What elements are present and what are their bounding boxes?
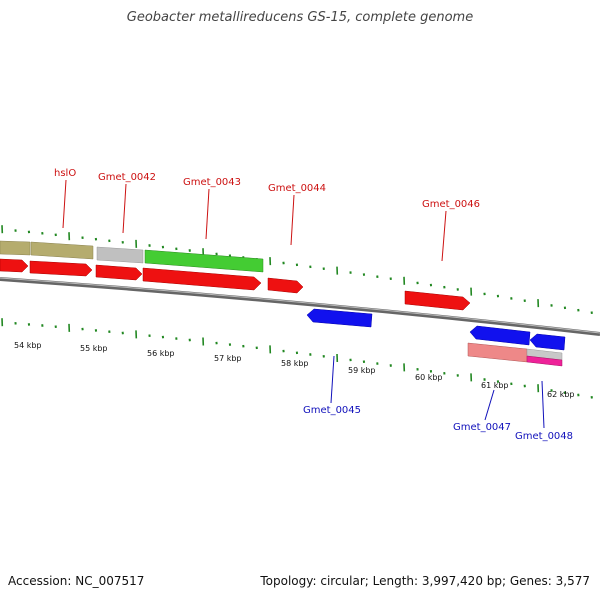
feature-track-lower bbox=[467, 342, 563, 367]
feature-grey-gmet0042[interactable] bbox=[96, 246, 144, 264]
feature-olive-2[interactable] bbox=[30, 241, 94, 260]
ruler-label-59: 59 kbp bbox=[348, 366, 376, 375]
feature-track-upper bbox=[0, 240, 264, 273]
ruler-label-55: 55 kbp bbox=[80, 344, 108, 353]
cds-arrow-gmet0042[interactable] bbox=[95, 264, 143, 281]
gene-label-gmet0043[interactable]: Gmet_0043 bbox=[183, 177, 241, 188]
gene-label-gmet0042[interactable]: Gmet_0042 bbox=[98, 172, 156, 183]
gene-label-hslo[interactable]: hslO bbox=[54, 168, 76, 179]
ruler-label-54: 54 kbp bbox=[14, 341, 42, 350]
reverse-cds-track bbox=[306, 308, 566, 351]
genome-summary-text: Topology: circular; Length: 3,997,420 bp… bbox=[260, 574, 590, 588]
gene-label-gmet0048[interactable]: Gmet_0048 bbox=[515, 431, 573, 442]
cds-arrow-gmet0046[interactable] bbox=[404, 290, 471, 311]
gene-label-gmet0047[interactable]: Gmet_0047 bbox=[453, 422, 511, 433]
reverse-gene-labels: Gmet_0045 Gmet_0047 Gmet_0048 bbox=[303, 355, 573, 442]
cds-arrow-gmet0043[interactable] bbox=[142, 267, 262, 291]
ruler-label-61: 61 kbp bbox=[481, 381, 509, 390]
ruler-label-60: 60 kbp bbox=[415, 373, 443, 382]
cds-arrow-gmet0045[interactable] bbox=[306, 308, 373, 328]
ruler-label-58: 58 kbp bbox=[281, 359, 309, 368]
ruler-label-56: 56 kbp bbox=[147, 349, 175, 358]
cds-arrow-hslo-left[interactable] bbox=[0, 258, 29, 273]
ruler-label-57: 57 kbp bbox=[214, 354, 242, 363]
feature-olive-1[interactable] bbox=[0, 240, 31, 256]
reverse-tick-track bbox=[1, 318, 593, 399]
gene-label-gmet0044[interactable]: Gmet_0044 bbox=[268, 183, 326, 194]
ruler-labels: 54 kbp 55 kbp 56 kbp 57 kbp 58 kbp 59 kb… bbox=[14, 341, 575, 399]
forward-cds-track bbox=[0, 258, 471, 311]
cds-arrow-hslo[interactable] bbox=[29, 260, 93, 277]
cds-arrow-gmet0047[interactable] bbox=[469, 325, 531, 346]
map-title: Geobacter metallireducens GS-15, complet… bbox=[126, 10, 474, 25]
gene-label-gmet0045[interactable]: Gmet_0045 bbox=[303, 405, 361, 416]
accession-text: Accession: NC_007517 bbox=[8, 574, 145, 588]
feature-magenta-gmet0048[interactable] bbox=[526, 355, 563, 367]
gene-label-gmet0046[interactable]: Gmet_0046 bbox=[422, 199, 480, 210]
ruler-label-62: 62 kbp bbox=[547, 390, 575, 399]
cds-arrow-gmet0048[interactable] bbox=[529, 333, 566, 351]
forward-gene-labels: hslO Gmet_0042 Gmet_0043 Gmet_0044 Gmet_… bbox=[54, 168, 480, 262]
feature-green-gmet0043[interactable] bbox=[144, 249, 264, 273]
forward-tick-track bbox=[1, 225, 593, 315]
feature-pink-gmet0047[interactable] bbox=[467, 342, 528, 363]
genome-backbone bbox=[0, 277, 600, 336]
cds-arrow-gmet0044[interactable] bbox=[267, 277, 304, 294]
